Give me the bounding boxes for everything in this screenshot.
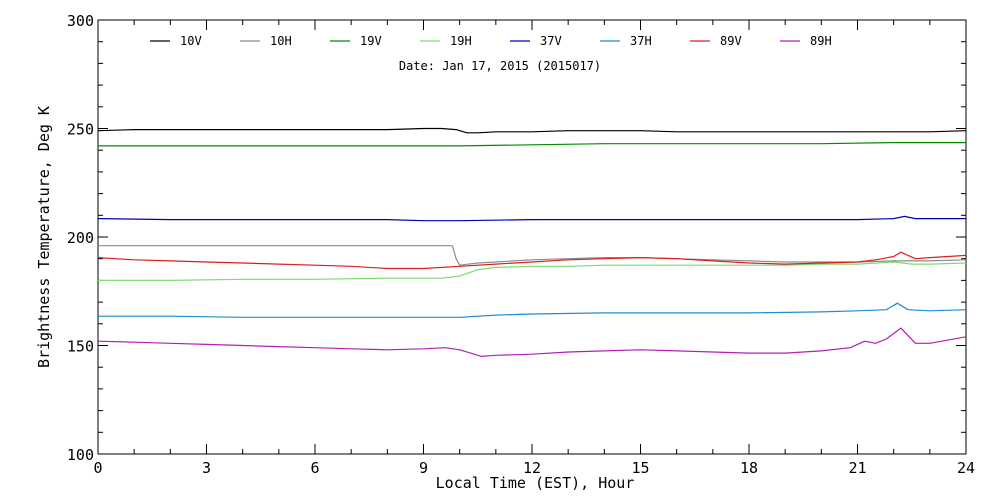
legend-label-10v: 10V — [180, 34, 202, 48]
y-tick-label: 250 — [67, 121, 94, 139]
x-tick-label: 0 — [93, 459, 102, 477]
legend-label-19v: 19V — [360, 34, 382, 48]
axis-ticks — [97, 19, 967, 455]
chart-subtitle: Date: Jan 17, 2015 (2015017) — [399, 59, 601, 73]
legend-label-89h: 89H — [810, 34, 832, 48]
x-tick-label: 9 — [419, 459, 428, 477]
legend-label-37h: 37H — [630, 34, 652, 48]
y-axis-title: Brightness Temperature, Deg K — [35, 106, 53, 368]
x-tick-label: 18 — [740, 459, 758, 477]
legend-label-19h: 19H — [450, 34, 472, 48]
series-line-10h — [98, 245, 967, 266]
x-tick-label: 12 — [523, 459, 541, 477]
series-line-37h — [98, 302, 967, 318]
legend-label-89v: 89V — [720, 34, 742, 48]
legend-label-10h: 10H — [270, 34, 292, 48]
legend: 10V 10H 19V 19H 37V 37H 89V 89H — [150, 34, 832, 48]
y-tick-label: 300 — [67, 12, 94, 30]
x-tick-label: 3 — [202, 459, 211, 477]
x-tick-label: 6 — [310, 459, 319, 477]
series-line-89v — [97, 251, 967, 270]
x-tick-label: 24 — [957, 459, 975, 477]
axis-tick-labels: 0 3 6 9 12 15 18 21 24 100 150 200 250 300 — [67, 12, 975, 477]
y-tick-label: 150 — [67, 338, 94, 356]
y-tick-label: 100 — [67, 446, 94, 464]
series-line-19v — [98, 142, 966, 147]
series-line-89h — [97, 327, 967, 357]
x-tick-label: 21 — [848, 459, 866, 477]
y-tick-label: 200 — [67, 229, 94, 247]
series-line-19h — [98, 261, 967, 281]
plot-frame — [97, 19, 967, 455]
x-axis-title: Local Time (EST), Hour — [436, 474, 635, 492]
series-line-10v — [97, 127, 967, 134]
legend-label-37v: 37V — [540, 34, 562, 48]
series-lines — [97, 127, 967, 357]
series-line-37v — [97, 215, 966, 222]
x-tick-label: 15 — [631, 459, 649, 477]
